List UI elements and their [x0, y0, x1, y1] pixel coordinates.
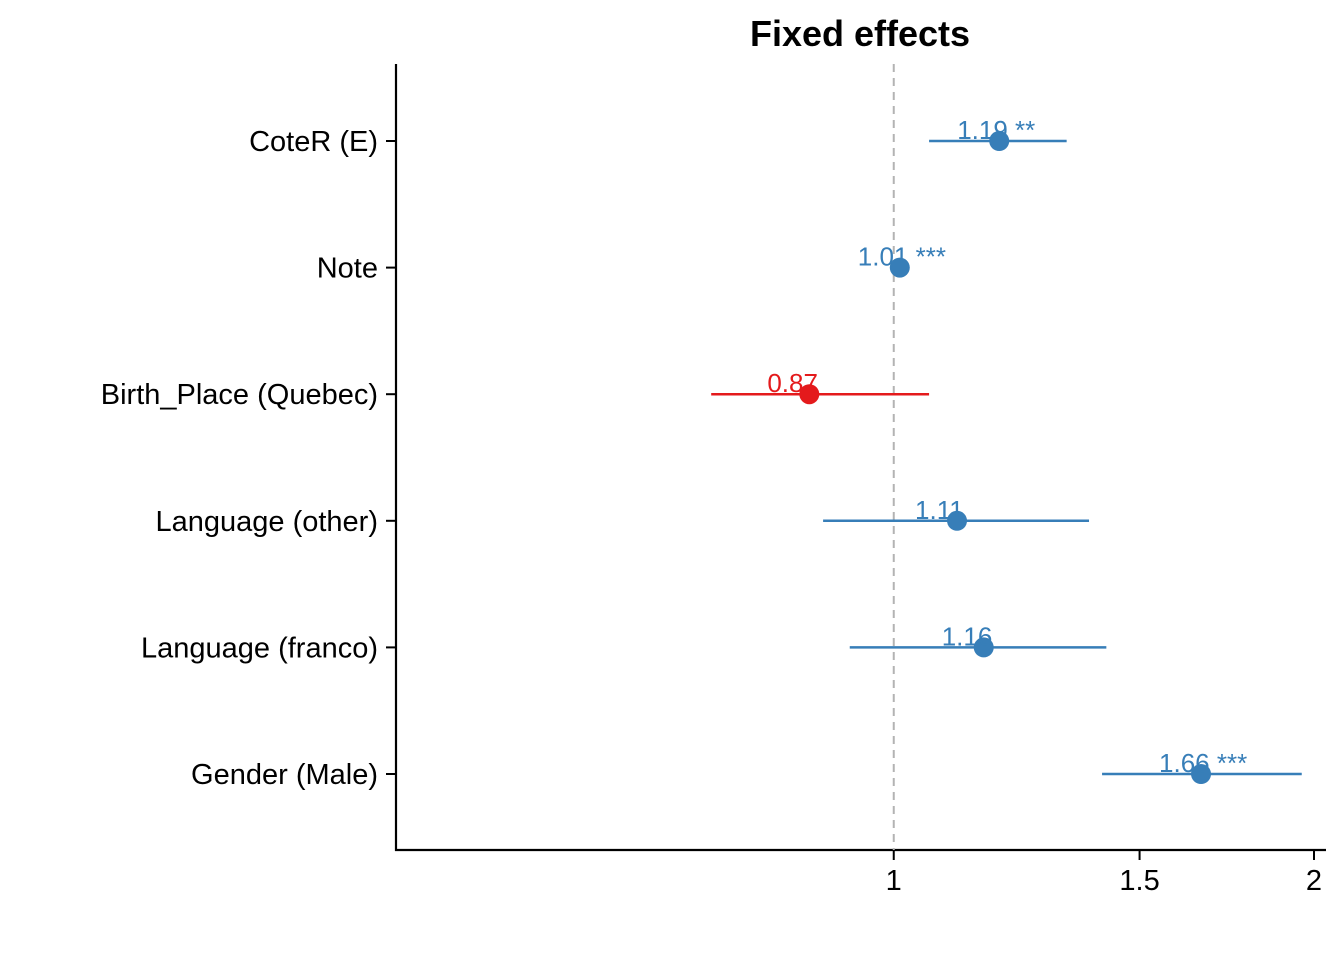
x-tick-label: 2 — [1306, 865, 1322, 897]
y-tick-label: Language (other) — [156, 506, 379, 538]
estimate-point — [973, 637, 994, 658]
estimate-point — [1191, 764, 1212, 784]
y-tick-label: CoteR (E) — [249, 126, 378, 158]
x-axis-ticks: 1 1.5 2 — [886, 850, 1322, 897]
y-tick-label: Gender (Male) — [191, 759, 378, 791]
value-label: 1.66 *** — [1159, 748, 1247, 778]
value-label: 0.87 — [767, 368, 818, 398]
value-label: 1.11 — [915, 495, 964, 525]
chart-title: Fixed effects — [750, 13, 970, 54]
estimate-point — [989, 131, 1010, 151]
y-tick-labels: CoteR (E) Note Birth_Place (Quebec) Languag… — [101, 126, 396, 791]
x-tick-label: 1 — [886, 865, 902, 897]
estimate-marks: 1.19 ** 1.01 *** 0.87 1.11 1.16 1.66 *** — [711, 115, 1302, 784]
estimate-point — [889, 257, 910, 278]
value-label: 1.19 ** — [957, 115, 1035, 145]
y-tick-label: Language (franco) — [141, 632, 378, 664]
value-label: 1.01 *** — [858, 242, 946, 272]
x-tick-label: 1.5 — [1119, 865, 1159, 897]
estimate-point — [799, 384, 820, 405]
y-tick-label: Note — [317, 253, 378, 285]
value-label: 1.16 — [942, 621, 993, 651]
y-tick-label: Birth_Place (Quebec) — [101, 379, 378, 411]
estimate-point — [947, 510, 968, 531]
